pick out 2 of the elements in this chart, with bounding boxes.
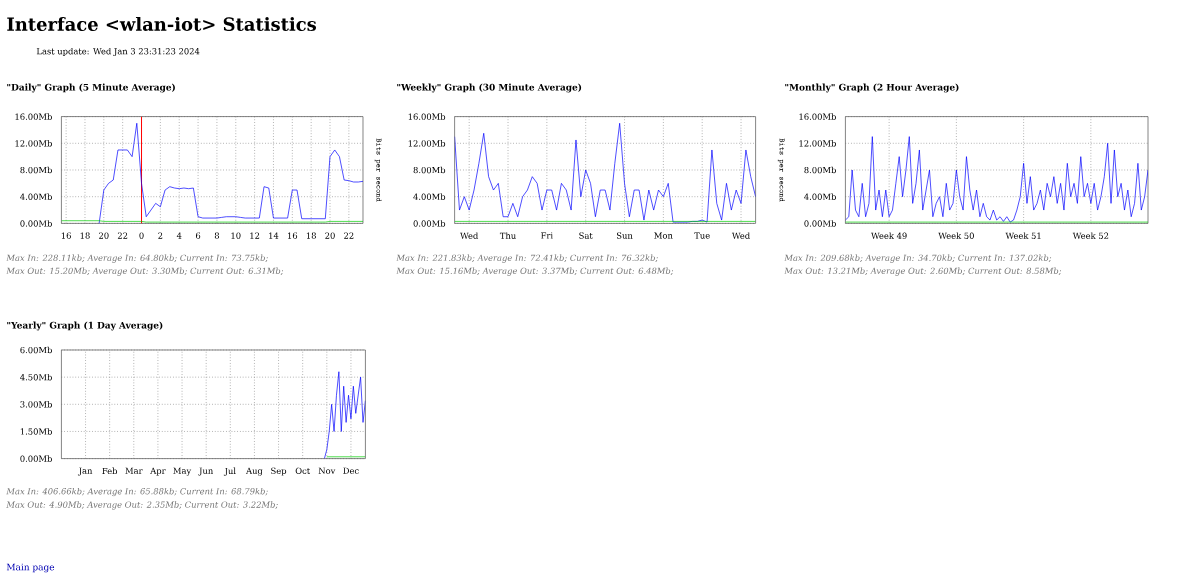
text: Interface <wlan-iot> Statistics [7,17,317,31]
line-series [845,136,1149,223]
